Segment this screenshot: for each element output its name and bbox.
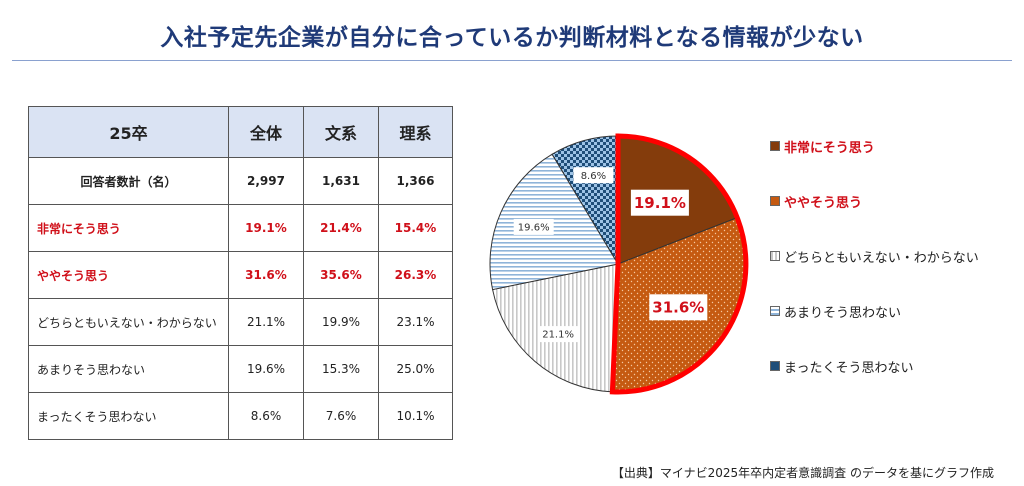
data-label: 8.6% <box>573 167 614 184</box>
data-label-text: 19.6% <box>518 223 550 234</box>
legend-swatch <box>770 196 780 206</box>
legend-item: どちらともいえない・わからない <box>770 246 1020 266</box>
table-cell: 7.6% <box>303 392 379 440</box>
table-row: 非常にそう思う 19.1% 21.4% 15.4% <box>28 204 453 252</box>
legend-item: ややそう思う <box>770 191 1020 211</box>
pie-chart: 19.1% 31.6% 21.1% 19.6% 8.6% <box>489 133 749 395</box>
page-title: 入社予定先企業が自分に合っているか判断材料となる情報が少ない <box>160 25 864 51</box>
table-cell: 2,997 <box>228 157 304 205</box>
data-label: 21.1% <box>538 326 579 343</box>
data-label-box <box>649 294 708 321</box>
legend-swatch <box>770 306 780 316</box>
data-label-box <box>573 167 614 184</box>
header-cell: 理系 <box>378 106 453 158</box>
row-label: ややそう思う <box>28 251 229 299</box>
table-cell: 1,631 <box>303 157 379 205</box>
legend-item: あまりそう思わない <box>770 301 1020 321</box>
table-cell: 19.9% <box>303 298 379 346</box>
legend-swatch <box>770 141 780 151</box>
data-label: 19.1% <box>630 189 689 216</box>
source-note: 【出典】マイナビ2025年卒内定者意識調査 のデータを基にグラフ作成 <box>611 466 994 480</box>
data-label-text: 19.1% <box>634 194 686 212</box>
row-label: まったくそう思わない <box>28 392 229 440</box>
data-label-text: 8.6% <box>581 171 606 182</box>
legend-swatch <box>770 361 780 371</box>
table-cell: 19.6% <box>228 345 304 393</box>
legend-label: まったくそう思わない <box>784 360 914 376</box>
table-cell: 10.1% <box>378 392 453 440</box>
highlight-outline <box>609 133 749 395</box>
table-cell: 35.6% <box>303 251 379 299</box>
table-cell: 8.6% <box>228 392 304 440</box>
row-label: どちらともいえない・わからない <box>28 298 229 346</box>
table-cell: 25.0% <box>378 345 453 393</box>
table-cell: 31.6% <box>228 251 304 299</box>
survey-table: 25卒 全体 文系 理系 回答者数計（名） 2,997 1,631 1,366 … <box>28 106 453 440</box>
legend-item: 非常にそう思う <box>770 136 1020 156</box>
table-row: あまりそう思わない 19.6% 15.3% 25.0% <box>28 345 453 393</box>
legend-label: どちらともいえない・わからない <box>784 250 979 266</box>
table-cell: 26.3% <box>378 251 453 299</box>
legend-label: あまりそう思わない <box>784 305 902 321</box>
table-cell: 15.3% <box>303 345 379 393</box>
legend-swatch <box>770 251 780 261</box>
header-cell: 文系 <box>303 106 379 158</box>
data-label-box <box>513 218 554 235</box>
table-row: まったくそう思わない 8.6% 7.6% 10.1% <box>28 392 453 440</box>
table-row: 回答者数計（名） 2,997 1,631 1,366 <box>28 157 453 205</box>
table-row: ややそう思う 31.6% 35.6% 26.3% <box>28 251 453 299</box>
table-row: どちらともいえない・わからない 21.1% 19.9% 23.1% <box>28 298 453 346</box>
data-label: 19.6% <box>513 218 554 235</box>
data-label-text: 31.6% <box>652 299 704 317</box>
table-header-row: 25卒 全体 文系 理系 <box>28 106 453 158</box>
table-cell: 15.4% <box>378 204 453 252</box>
data-label-box <box>538 326 579 343</box>
row-label: あまりそう思わない <box>28 345 229 393</box>
title-divider <box>12 60 1012 61</box>
data-label-box <box>630 189 689 216</box>
table-cell: 1,366 <box>378 157 453 205</box>
table-cell: 21.1% <box>228 298 304 346</box>
chart-legend: 非常にそう思う ややそう思う どちらともいえない・わからない あまりそう思わない… <box>770 136 1020 411</box>
row-label: 非常にそう思う <box>28 204 229 252</box>
data-label-text: 21.1% <box>542 330 574 341</box>
pie-slice <box>489 153 619 291</box>
legend-item: まったくそう思わない <box>770 356 1020 376</box>
data-label: 31.6% <box>649 294 708 321</box>
table-cell: 23.1% <box>378 298 453 346</box>
legend-label: 非常にそう思う <box>784 140 875 156</box>
header-cell: 全体 <box>228 106 304 158</box>
table-cell: 21.4% <box>303 204 379 252</box>
row-label: 回答者数計（名） <box>28 157 229 205</box>
header-cell: 25卒 <box>28 106 229 158</box>
legend-label: ややそう思う <box>784 195 863 211</box>
table-cell: 19.1% <box>228 204 304 252</box>
